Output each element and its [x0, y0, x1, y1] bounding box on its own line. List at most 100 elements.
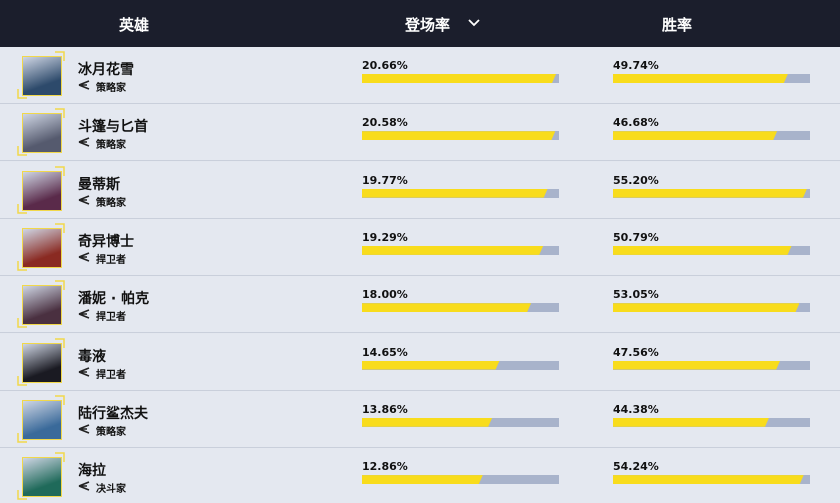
hero-row[interactable]: 海拉 决斗家 12.86% 54.24% [0, 448, 840, 503]
bar-track [362, 475, 559, 485]
pick-rate-label: 19.29% [362, 230, 408, 244]
win-rate-label: 54.24% [613, 460, 659, 474]
hero-name: 毒液 [78, 348, 106, 365]
win-rate-label: 47.56% [613, 345, 659, 359]
role-icon [78, 137, 90, 148]
header-pick-rate[interactable]: 登场率 [405, 16, 451, 34]
role-icon [78, 481, 90, 491]
pick-rate-label: 19.77% [362, 173, 408, 187]
pick-rate-label: 14.65% [362, 345, 408, 359]
header-hero: 英雄 [119, 16, 150, 34]
pick-rate-bar [362, 74, 556, 83]
sort-icon[interactable] [468, 19, 480, 27]
hero-name: 曼蒂斯 [78, 176, 120, 193]
hero-row[interactable]: 陆行鲨杰夫策略家 13.86% 44.38% [0, 390, 840, 448]
win-rate-bar [613, 246, 792, 255]
pick-rate-label: 12.86% [362, 460, 408, 474]
hero-row[interactable]: 曼蒂斯策略家 19.77% 55.20% [0, 161, 840, 219]
bar-track [613, 74, 810, 83]
hero-avatar [22, 113, 62, 154]
hero-avatar [22, 399, 62, 440]
bar-track [613, 188, 810, 198]
win-rate-label: 53.05% [613, 288, 659, 302]
header-win-rate: 胜率 [662, 16, 693, 34]
role-icon [78, 366, 90, 377]
bar-track [613, 131, 810, 141]
hero-role: 策略家 [96, 140, 126, 152]
win-rate-label: 49.74% [613, 59, 659, 72]
pick-rate-label: 20.66% [362, 59, 408, 72]
win-rate-label: 50.79% [613, 230, 659, 244]
win-rate-bar [613, 189, 807, 198]
avatar-frame [17, 280, 65, 328]
pick-rate-label: 20.58% [362, 116, 408, 130]
table-header: 英雄 登场率 胜率 [0, 0, 840, 47]
role-icon [78, 194, 90, 205]
pick-rate-bar [362, 418, 492, 427]
pick-rate-bar [362, 131, 555, 140]
hero-role: 决斗家 [96, 484, 126, 496]
avatar-frame [17, 51, 65, 99]
hero-avatar [22, 285, 62, 326]
pick-rate-bar [362, 303, 531, 312]
pick-rate-label: 18.00% [362, 288, 408, 302]
bar-track [362, 74, 559, 83]
hero-avatar [22, 227, 62, 268]
win-rate-bar [613, 303, 799, 312]
pick-rate-bar [362, 189, 548, 198]
win-rate-bar [613, 361, 780, 370]
avatar-frame [17, 108, 65, 157]
win-rate-label: 46.68% [613, 116, 659, 130]
bar-track [362, 245, 559, 255]
bar-track [613, 245, 810, 255]
win-rate-label: 44.38% [613, 402, 659, 416]
hero-avatar [22, 170, 62, 211]
pick-rate-label: 13.86% [362, 402, 408, 416]
win-rate-bar [613, 475, 804, 484]
hero-role: 策略家 [96, 197, 126, 209]
bar-track [362, 417, 559, 427]
bar-track [362, 131, 559, 141]
win-rate-bar [613, 74, 788, 83]
hero-role: 捍卫者 [96, 254, 126, 266]
role-icon [78, 252, 90, 262]
bar-track [362, 360, 559, 370]
hero-name: 奇异博士 [78, 233, 134, 250]
hero-row[interactable]: 奇异博士捍卫者 19.29% 50.79% [0, 218, 840, 276]
pick-rate-bar [362, 361, 500, 370]
avatar-frame [17, 337, 65, 386]
bar-track [613, 417, 810, 427]
hero-row[interactable]: 毒液捍卫者 14.65% 47.56% [0, 333, 840, 391]
hero-role: 捍卫者 [96, 369, 126, 381]
hero-name: 陆行鲨杰夫 [78, 405, 148, 422]
hero-name: 斗篷与匕首 [78, 119, 148, 136]
avatar-frame [17, 395, 65, 443]
hero-row[interactable]: 潘妮 · 帕克捍卫者 18.00% 53.05% [0, 276, 840, 334]
hero-role: 策略家 [96, 83, 126, 94]
hero-avatar [22, 56, 62, 96]
win-rate-bar [613, 418, 769, 427]
hero-role: 捍卫者 [96, 312, 126, 324]
hero-name: 冰月花雪 [78, 62, 134, 78]
avatar-frame [17, 165, 65, 214]
win-rate-label: 55.20% [613, 173, 659, 187]
hero-name: 潘妮 · 帕克 [78, 291, 150, 308]
bar-track [613, 303, 810, 313]
avatar-frame [17, 223, 65, 271]
pick-rate-bar [362, 246, 543, 255]
bar-track [362, 303, 559, 313]
hero-avatar [22, 342, 62, 383]
hero-row[interactable]: 斗篷与匕首策略家 20.58% 46.68% [0, 104, 840, 162]
win-rate-bar [613, 131, 777, 140]
bar-track [613, 475, 810, 485]
role-icon [78, 80, 90, 90]
hero-role: 策略家 [96, 426, 126, 438]
role-icon [78, 309, 90, 319]
role-icon [78, 424, 90, 434]
bar-track [362, 188, 559, 198]
hero-avatar [22, 457, 62, 498]
avatar-frame [17, 452, 65, 500]
pick-rate-bar [362, 475, 483, 484]
hero-row[interactable]: 冰月花雪策略家 20.66% 49.74% [0, 47, 840, 104]
